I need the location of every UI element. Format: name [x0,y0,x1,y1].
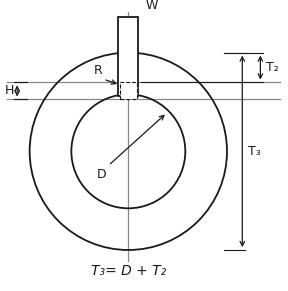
Bar [118,17,138,96]
Text: W: W [145,0,158,12]
Text: R: R [94,64,103,77]
Bar [120,82,137,100]
Text: D: D [96,168,106,181]
Text: H: H [5,84,14,97]
Text: T₃= D + T₂: T₃= D + T₂ [91,264,166,278]
Text: T₂: T₂ [266,61,279,74]
Text: T₃: T₃ [249,145,261,158]
